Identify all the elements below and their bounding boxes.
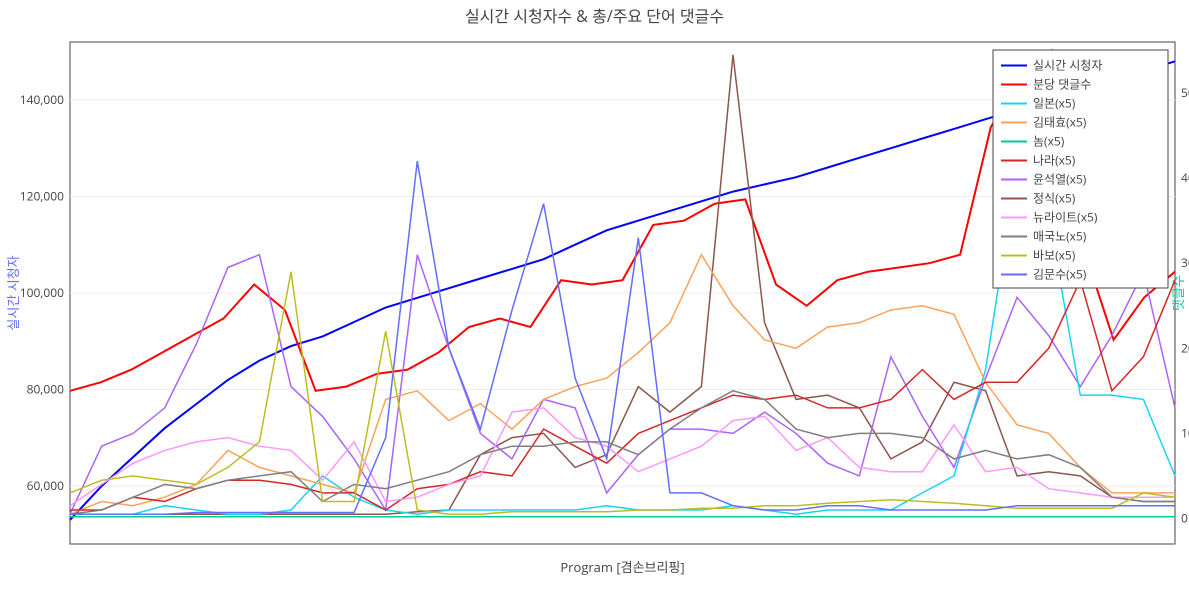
legend-label: 김태효(x5) bbox=[1033, 114, 1087, 131]
series-line bbox=[70, 272, 1175, 515]
y-right2-axis-label: 댓글수 bbox=[1169, 275, 1187, 311]
y-right1-tick-label: 200 bbox=[1181, 339, 1189, 356]
legend-label: 일본(x5) bbox=[1033, 95, 1076, 112]
chart-title: 실시간 시청자수 & 총/주요 단어 댓글수 bbox=[465, 5, 724, 27]
y-left-tick-label: 60,000 bbox=[27, 477, 65, 494]
series-line bbox=[70, 391, 1175, 514]
legend-label: 김문수(x5) bbox=[1033, 266, 1087, 283]
series-line bbox=[70, 255, 1175, 515]
line-chart-svg: 실시간 시청자수 & 총/주요 단어 댓글수 60,000 80,000 100,00… bbox=[0, 0, 1189, 592]
legend-label: 실시간 시청자 bbox=[1033, 57, 1102, 74]
y-right1-tick-label: 400 bbox=[1181, 169, 1189, 186]
legend-label: 매국노(x5) bbox=[1033, 228, 1087, 245]
legend-label: 뉴라이트(x5) bbox=[1033, 209, 1098, 226]
y-right1-tick-label: 0 bbox=[1181, 509, 1188, 526]
y-left-tick-label: 140,000 bbox=[20, 91, 64, 108]
legend-label: 분당 댓글수 bbox=[1033, 76, 1091, 93]
y-left-tick-label: 120,000 bbox=[20, 187, 64, 204]
y-left-axis-label: 실시간 시청자 bbox=[4, 255, 22, 330]
legend-label: 나라(x5) bbox=[1033, 152, 1076, 169]
y-right1-tick-label: 500 bbox=[1181, 84, 1189, 101]
y-right1-tick-label: 100 bbox=[1181, 424, 1189, 441]
legend-label: 윤석열(x5) bbox=[1033, 171, 1087, 188]
series-line bbox=[70, 280, 1175, 510]
y-right1-tick-label: 300 bbox=[1181, 254, 1189, 271]
series-line bbox=[70, 255, 1175, 515]
legend-label: 놈(x5) bbox=[1033, 133, 1065, 150]
chart-container: 실시간 시청자수 & 총/주요 단어 댓글수 60,000 80,000 100,00… bbox=[0, 0, 1189, 592]
x-axis-label: Program [겸손브리핑] bbox=[560, 558, 684, 576]
y-left-tick-label: 100,000 bbox=[20, 284, 64, 301]
legend-label: 바보(x5) bbox=[1033, 247, 1076, 264]
y-left-tick-label: 80,000 bbox=[27, 381, 65, 398]
legend-label: 정식(x5) bbox=[1033, 190, 1076, 207]
